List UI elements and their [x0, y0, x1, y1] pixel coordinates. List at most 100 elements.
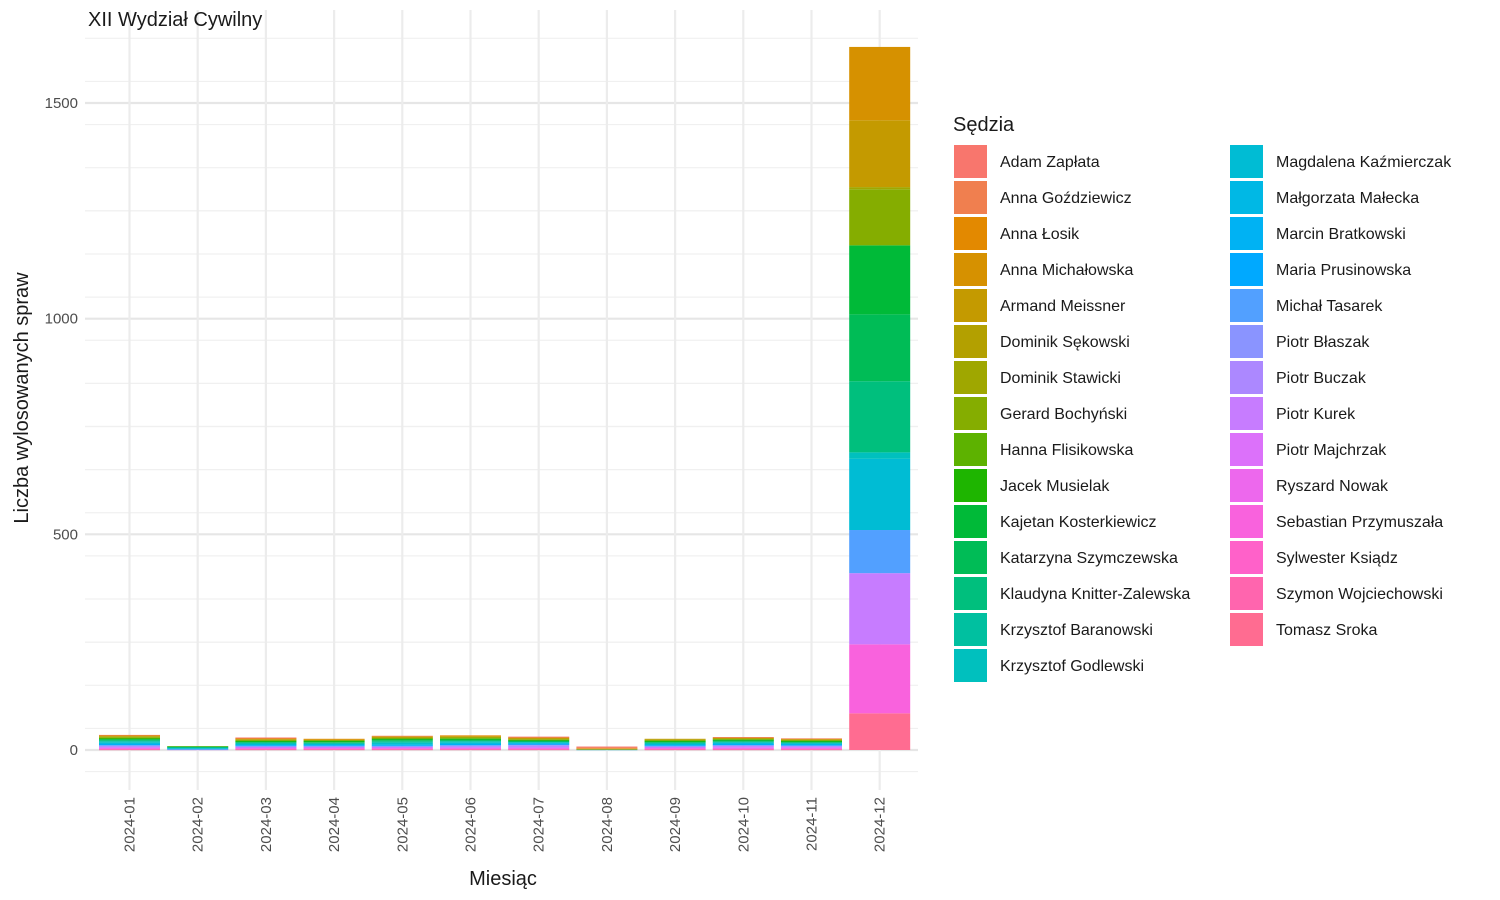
bar-stacks — [99, 46, 911, 751]
bar-segment — [508, 736, 570, 738]
legend-key — [1230, 541, 1263, 574]
bar-segment — [849, 189, 911, 246]
legend-label: Dominik Stawicki — [1000, 370, 1121, 387]
legend-key — [1230, 613, 1263, 646]
bar-segment — [508, 740, 570, 742]
legend-label: Ryszard Nowak — [1276, 478, 1389, 495]
legend-title: Sędzia — [953, 114, 1015, 136]
bar-segment — [508, 737, 570, 739]
bar-segment — [99, 735, 160, 737]
bar-segment — [644, 742, 706, 744]
legend-key — [1230, 145, 1263, 178]
bar-segment — [712, 737, 774, 738]
x-tick-label: 2024-08 — [599, 797, 616, 852]
bar-segment — [371, 739, 433, 741]
x-axis-ticks: 2024-01 2024-02 2024-03 2024-04 2024-05 2024-… — [122, 797, 889, 852]
legend-label: Piotr Buczak — [1276, 370, 1367, 387]
bar-segment — [781, 744, 842, 746]
bar-segment — [99, 737, 160, 739]
legend-label: Kajetan Kosterkiewicz — [1000, 514, 1157, 531]
bar-segment — [235, 746, 297, 747]
bar-segment — [99, 736, 160, 738]
bar-segment — [235, 741, 297, 742]
bar-segment — [781, 743, 842, 745]
bar-segment — [235, 748, 297, 750]
bar-segment — [712, 748, 774, 749]
bar-segment — [440, 742, 501, 744]
bar-segment — [849, 644, 911, 714]
bar-segment — [644, 747, 706, 749]
bar-segment — [440, 737, 501, 739]
legend-key — [954, 181, 987, 214]
bar-segment — [235, 744, 297, 745]
bar-segment — [781, 746, 842, 748]
y-tick-label: 500 — [53, 526, 78, 543]
bar-segment — [440, 735, 501, 737]
bar-segment — [644, 743, 706, 745]
bar-segment — [167, 746, 229, 748]
bar-segment — [235, 737, 297, 739]
legend-key — [954, 505, 987, 538]
bar-segment — [644, 739, 706, 741]
bar-segment — [235, 740, 297, 742]
legend-key — [954, 325, 987, 358]
bar-segment — [508, 741, 570, 743]
bar-segment — [99, 746, 160, 747]
bar-segment — [371, 744, 433, 745]
bar-segment — [371, 745, 433, 747]
legend-label: Maria Prusinowska — [1276, 262, 1411, 279]
bar-segment — [440, 740, 501, 742]
bar-segment — [303, 747, 365, 749]
bar-segment — [371, 736, 433, 737]
bar-segment — [303, 743, 365, 745]
bar-segment — [235, 741, 297, 743]
bar-segment — [303, 748, 365, 749]
legend-key — [954, 145, 987, 178]
bar-segment — [167, 748, 229, 750]
bar-segment — [712, 746, 774, 747]
legend-label: Michał Tasarek — [1276, 298, 1383, 315]
bar-segment — [508, 737, 570, 738]
legend-key — [1230, 577, 1263, 610]
bar-segment — [508, 744, 570, 745]
x-tick-label: 2024-07 — [531, 797, 548, 852]
bar-segment — [167, 746, 229, 747]
bar-segment — [712, 737, 774, 739]
x-tick-label: 2024-11 — [804, 797, 821, 851]
bar-segment — [576, 749, 638, 750]
bar-segment — [235, 737, 297, 739]
bar-segment — [99, 747, 160, 749]
bar-segment — [440, 747, 501, 749]
x-tick-label: 2024-06 — [463, 797, 480, 852]
bar-segment — [508, 740, 570, 742]
legend-key — [954, 397, 987, 430]
legend-key — [1230, 433, 1263, 466]
legend-label: Sylwester Ksiądz — [1276, 550, 1398, 567]
legend-label: Piotr Kurek — [1276, 406, 1356, 423]
bar-segment — [235, 745, 297, 746]
bar-segment — [235, 738, 297, 739]
bar-segment — [303, 743, 365, 744]
bar-segment — [644, 742, 706, 743]
bar-segment — [712, 743, 774, 745]
bar-segment — [303, 738, 365, 740]
legend-label: Małgorzata Małecka — [1276, 190, 1419, 207]
legend-key — [1230, 397, 1263, 430]
bar-segment — [440, 745, 501, 747]
bar-segment — [644, 749, 706, 751]
bar-segment — [440, 740, 501, 742]
bar-segment — [712, 744, 774, 746]
bar-segment — [644, 740, 706, 742]
bar-segment — [849, 573, 911, 645]
legend-key — [954, 361, 987, 394]
bar-segment — [303, 740, 365, 742]
bar-segment — [440, 748, 501, 750]
bar-segment — [440, 740, 501, 741]
y-tick-label: 1500 — [45, 95, 78, 112]
bar-segment — [508, 748, 570, 750]
bar-segment — [303, 748, 365, 750]
legend-label: Klaudyna Knitter-Zalewska — [1000, 586, 1190, 603]
legend-label: Marcin Bratkowski — [1276, 226, 1406, 243]
bar-segment — [371, 738, 433, 740]
